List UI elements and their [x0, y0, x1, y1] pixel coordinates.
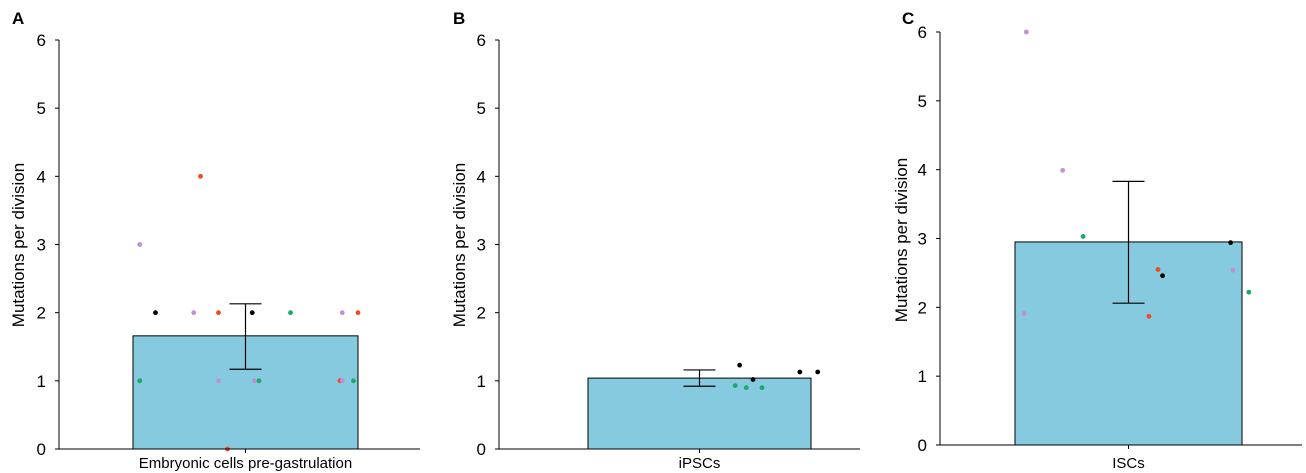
- data-point: [1060, 167, 1066, 173]
- error-bar: [1112, 180, 1145, 304]
- chart-panel-a: A 0 1 2 3 4 5 6 Embryonic cells pre-gastrulation…: [9, 9, 420, 472]
- data-point: [1160, 273, 1165, 279]
- data-point: [252, 378, 257, 384]
- y-tick-label: 6: [37, 31, 46, 50]
- data-point: [137, 242, 143, 247]
- x-category-label: Embryonic cells pre-gastrulation: [139, 455, 352, 472]
- data-point: [743, 385, 749, 391]
- data-point: [732, 383, 738, 389]
- y-tick-label: 2: [477, 304, 486, 323]
- data-point: [339, 310, 345, 316]
- error-bar: [683, 369, 716, 387]
- data-point: [1230, 267, 1236, 273]
- data-point: [288, 310, 293, 316]
- panel-letter: B: [453, 9, 465, 28]
- data-point: [1228, 240, 1234, 246]
- data-point: [249, 310, 255, 316]
- data-point: [750, 377, 756, 382]
- y-tick-label: 4: [37, 167, 46, 186]
- y-tick-label: 0: [37, 440, 46, 459]
- y-tick-label: 6: [477, 31, 486, 50]
- y-axis-title: Mutations per division: [450, 163, 469, 327]
- y-tick-label: 5: [477, 99, 486, 118]
- data-point: [759, 385, 765, 391]
- y-tick-label: 1: [477, 372, 486, 391]
- y-tick-label: 4: [477, 167, 486, 186]
- data-point: [1246, 289, 1252, 295]
- data-point: [256, 378, 262, 384]
- data-point: [191, 310, 197, 316]
- x-category-label: iPSCs: [679, 455, 721, 472]
- chart-panel-c: C 0 1 2 3 4 5 6 ISCs Mutations per division: [892, 9, 1302, 472]
- y-tick-label: 3: [477, 236, 486, 255]
- data-point: [153, 310, 158, 316]
- x-category-label: ISCs: [1112, 455, 1145, 472]
- y-axis-title: Mutations per division: [892, 158, 911, 322]
- y-tick-label: 6: [918, 23, 927, 42]
- data-point: [339, 378, 345, 384]
- y-tick-label: 5: [37, 99, 46, 118]
- y-tick-label: 0: [477, 440, 486, 459]
- y-tick-label: 4: [918, 161, 927, 180]
- data-point: [797, 369, 803, 375]
- y-tick-label: 3: [918, 230, 927, 249]
- data-point: [216, 310, 221, 316]
- y-tick-label: 0: [918, 436, 927, 455]
- data-point: [216, 378, 221, 384]
- panel-letter: A: [12, 9, 24, 28]
- data-point: [355, 310, 361, 316]
- error-bar: [229, 303, 262, 370]
- y-tick-label: 2: [918, 298, 927, 317]
- panel-letter: C: [902, 9, 914, 28]
- data-point: [198, 173, 203, 179]
- data-point: [1155, 267, 1161, 272]
- chart-panel-b: B 0 1 2 3 4 5 6 iPSCs Mutations per division: [450, 9, 860, 472]
- data-point: [737, 362, 743, 368]
- y-tick-label: 3: [37, 236, 46, 255]
- data-point: [1080, 234, 1086, 239]
- data-point: [1023, 29, 1029, 35]
- data-point: [1146, 313, 1152, 319]
- data-point: [351, 378, 356, 384]
- y-tick-label: 1: [37, 372, 46, 391]
- data-point: [815, 369, 821, 375]
- data-point: [137, 378, 143, 384]
- y-tick-label: 1: [918, 367, 927, 386]
- y-axis-title: Mutations per division: [9, 163, 28, 327]
- y-tick-label: 2: [37, 304, 46, 323]
- data-point: [1021, 311, 1027, 316]
- bar: [587, 377, 812, 450]
- y-tick-label: 5: [918, 92, 927, 111]
